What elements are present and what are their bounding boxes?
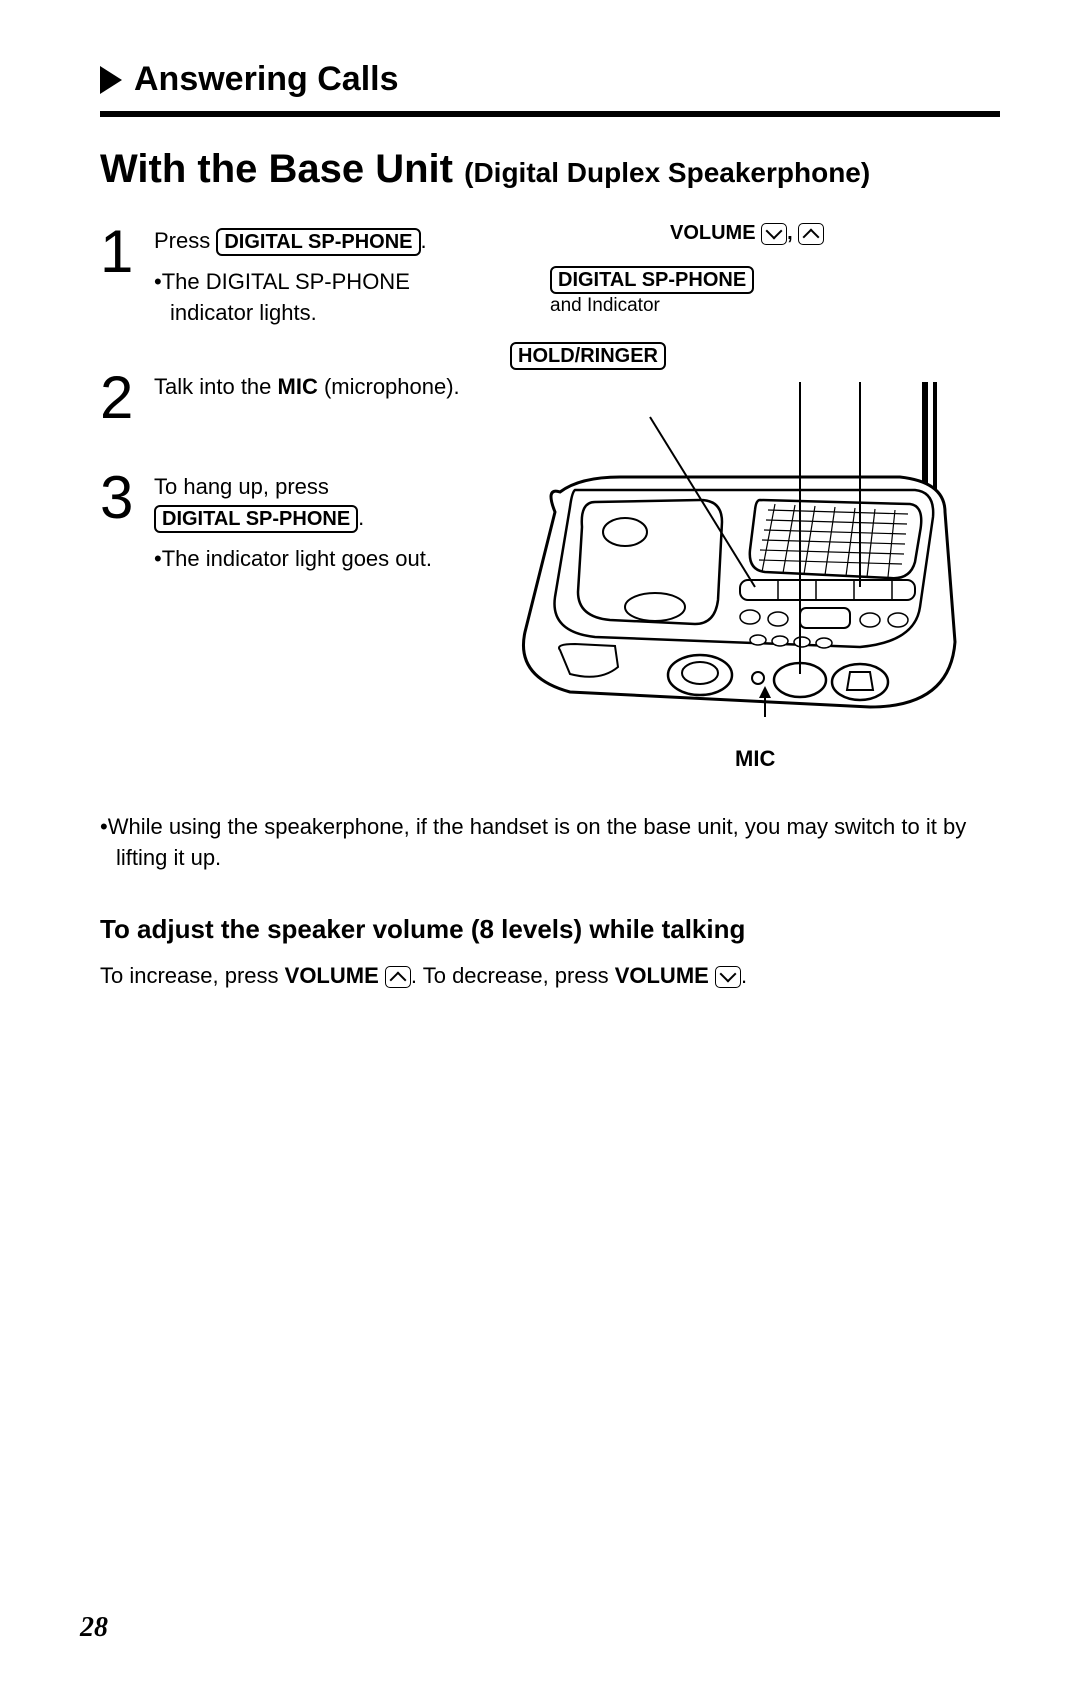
volume-word: VOLUME [615,963,709,988]
volume-heading: To adjust the speaker volume (8 levels) … [100,914,1000,945]
step-1: 1 Press DIGITAL SP-PHONE. •The DIGITAL S… [100,222,470,328]
step-text: Press [154,228,216,253]
step-text: . [358,505,364,530]
divider [100,111,1000,117]
volume-instruction: To increase, press VOLUME . To decrease,… [100,959,1000,992]
volume-label: VOLUME [670,222,761,244]
switch-note: •While using the speakerphone, if the ha… [100,812,1000,874]
step-bullet: •The indicator light goes out. [154,544,432,575]
page-title: With the Base Unit (Digital Duplex Speak… [100,147,1000,192]
step-text: (microphone). [318,374,460,399]
step-number: 2 [100,368,154,428]
base-unit-illustration [500,382,970,722]
section-title: Answering Calls [134,60,399,99]
step-number: 3 [100,468,154,528]
title-main: With the Base Unit [100,147,453,191]
step-3: 3 To hang up, press DIGITAL SP-PHONE. •T… [100,468,470,574]
step-number: 1 [100,222,154,282]
volume-up-icon [798,223,824,245]
step-text: . [421,228,427,253]
mic-bold: MIC [278,374,318,399]
step-text: To hang up, press [154,474,329,499]
title-sub: (Digital Duplex Speakerphone) [464,157,870,188]
vol-text: . To decrease, press [411,963,615,988]
step-2: 2 Talk into the MIC (microphone). [100,368,470,428]
mic-label: MIC [735,746,775,772]
step-text: Talk into the [154,374,278,399]
base-unit-diagram: VOLUME , DIGITAL SP-PHONE and Indicator … [490,222,1000,782]
button-label-box: DIGITAL SP-PHONE [216,228,420,256]
vol-text: . [741,963,747,988]
button-label-box: DIGITAL SP-PHONE [154,505,358,533]
volume-down-icon [715,966,741,988]
header-arrow-icon [100,66,122,94]
volume-up-icon [385,966,411,988]
volume-word: VOLUME [285,963,379,988]
sp-phone-label-box: DIGITAL SP-PHONE [550,266,754,294]
hold-ringer-label-box: HOLD/RINGER [510,342,666,370]
step-bullet: •The DIGITAL SP-PHONE indicator lights. [154,267,470,329]
volume-down-icon [761,223,787,245]
vol-text: To increase, press [100,963,285,988]
indicator-sublabel: and Indicator [550,295,660,316]
page-number: 28 [80,1612,108,1644]
